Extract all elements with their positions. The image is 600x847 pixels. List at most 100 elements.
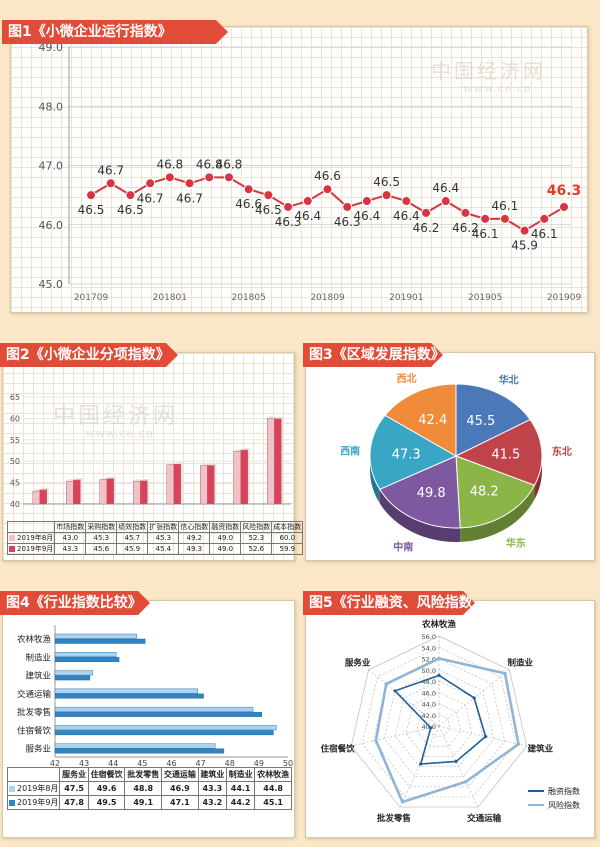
chart2-bar [200, 465, 208, 505]
chart2-y-tick: 50 [10, 457, 20, 466]
chart4-table-corner [6, 767, 61, 782]
chart3-slice-side [460, 485, 535, 542]
chart5-axis-label: 农林牧渔 [421, 619, 457, 630]
chart4-category-label: 农林牧渔 [17, 634, 52, 645]
chart1-panel: 45.0 46.0 47.0 48.0 49.0 201709 201801 201805 20… [10, 26, 588, 313]
chart1-point [480, 213, 491, 224]
chart5-point [393, 689, 397, 693]
chart1-x-tick: 201709 [74, 293, 109, 303]
chart5-grid-ring [350, 635, 528, 808]
chart5-r-tick: 42.0 [422, 712, 436, 720]
chart2-category-label: 扩张指数 [147, 521, 180, 533]
chart2-table-value: 49.2 [178, 532, 211, 544]
chart1-svg: 45.0 46.0 47.0 48.0 49.0 201709 201801 201805 20… [39, 41, 582, 303]
chart5-point [437, 656, 441, 661]
chart1-point [243, 184, 254, 195]
chart2-series-name: 2019年8月 [6, 532, 56, 544]
chart3-svg: 45.5 华北 41.5 东北 48.2 华东 49.8 中南 47.3 西南 42.4 西北 [340, 372, 572, 553]
chart2-bar [39, 489, 47, 505]
chart2-table-value: 52.6 [240, 543, 273, 555]
chart5-axis-label: 服务业 [345, 657, 371, 668]
chart1-point [460, 207, 471, 218]
chart1-data-label: 46.6 [235, 197, 262, 211]
chart2-category-label: 融资指数 [209, 521, 242, 533]
chart5-spoke [399, 725, 440, 808]
chart5-grid-ring [416, 703, 462, 747]
chart1-y-tick: 47.0 [39, 160, 64, 173]
chart1-y-tick: 49.0 [39, 41, 64, 54]
chart1-y-tick: 46.0 [39, 219, 64, 232]
chart3-slice-value: 42.4 [418, 413, 447, 428]
chart4-bar [54, 711, 262, 717]
chart5-r-tick: 54.0 [422, 644, 436, 652]
chart4-table-value: 46.9 [161, 781, 199, 796]
chart4-panel: 42 43 44 45 46 47 48 49 50 农林牧渔 制造业 建筑业 交通运输 批发零售 住宿餐饮… [2, 600, 295, 838]
chart4-table-value: 45.1 [254, 795, 292, 810]
chart2-category-label: 信心指数 [178, 521, 211, 533]
chart2-bar [99, 479, 107, 505]
chart4-bar [54, 693, 204, 699]
chart3-slice-label: 东北 [552, 445, 572, 458]
chart3-slice [455, 383, 531, 457]
chart4-legend-label: 2019年8月 [17, 784, 59, 793]
chart2-table-value: 45.4 [147, 543, 180, 555]
chart4-legend-label: 2019年9月 [17, 798, 59, 807]
chart4-table-value: 47.8 [59, 795, 89, 810]
chart5-point [472, 696, 476, 700]
chart4-category-label: 批发零售 [17, 707, 51, 718]
chart4-category-label: 服务业 [25, 744, 51, 755]
chart3-title: 图3《区域发展指数》 [303, 343, 443, 367]
chart1-data-label: 46.2 [452, 221, 479, 235]
chart4-x-tick: 49 [254, 759, 264, 768]
chart1-data-label: 46.4 [294, 209, 321, 223]
chart4-x-tick: 50 [283, 759, 293, 768]
chart2-bar [106, 478, 114, 505]
chart5-grid-ring [383, 669, 495, 778]
chart1-point [283, 201, 294, 212]
chart1-point [263, 190, 274, 201]
chart4-table-value: 44.2 [225, 795, 256, 810]
chart4-legend-swatch [9, 799, 15, 806]
chart5-point [400, 800, 404, 804]
chart4-bar [54, 743, 216, 749]
chart2-table-value: 59.9 [271, 543, 304, 555]
chart5-point [429, 726, 433, 730]
chart2-svg: 40 45 50 55 60 65 [10, 393, 291, 509]
chart4-table-header: 建筑业 [197, 767, 227, 782]
chart4-series-name: 2019年8月 [6, 781, 61, 796]
chart2-y-tick: 40 [10, 500, 20, 509]
chart1-point [223, 172, 234, 183]
chart5-point [516, 742, 521, 746]
chart2-y-tick: 55 [10, 436, 20, 445]
chart4-bar [54, 638, 146, 644]
chart5-point [437, 673, 441, 677]
chart5-spoke [368, 669, 440, 727]
chart4-x-tick: 44 [108, 759, 118, 768]
chart3-slice [454, 418, 543, 486]
chart5-spoke [438, 725, 479, 808]
chart5-r-tick: 44.0 [422, 701, 436, 709]
chart1-point [342, 201, 353, 212]
chart1-data-label: 46.8 [156, 157, 183, 171]
chart1-y-tick: 48.0 [39, 100, 64, 113]
chart3-slice-label: 华东 [506, 537, 526, 550]
chart3-slice [369, 414, 458, 490]
chart4-table-header: 服务业 [59, 767, 89, 782]
chart4-table-header: 农林牧渔 [254, 767, 292, 782]
chart5-series-line [374, 657, 520, 804]
chart4-table-value: 44.1 [225, 781, 256, 796]
chart1-point [499, 213, 510, 224]
chart5-spoke [351, 725, 440, 747]
chart5-r-tick: 50.0 [422, 667, 436, 675]
chart4-x-tick: 43 [79, 759, 89, 768]
chart4-table-value: 47.1 [161, 795, 199, 810]
chart1-x-tick: 201805 [231, 293, 265, 303]
chart2-category-label: 采购指数 [85, 521, 118, 533]
chart2-panel: 40 45 50 55 60 65 中国经济网 www.ce.cn 市场指数 采购指数 绩效指… [2, 352, 304, 561]
chart1-data-label: 46.4 [393, 209, 420, 223]
chart5-r-tick: 48.0 [422, 678, 436, 686]
chart2-bar [32, 490, 40, 505]
chart2-y-tick: 60 [10, 414, 20, 423]
chart4-x-tick: 42 [50, 759, 60, 768]
chart2-legend-label: 2019年8月 [17, 534, 54, 542]
